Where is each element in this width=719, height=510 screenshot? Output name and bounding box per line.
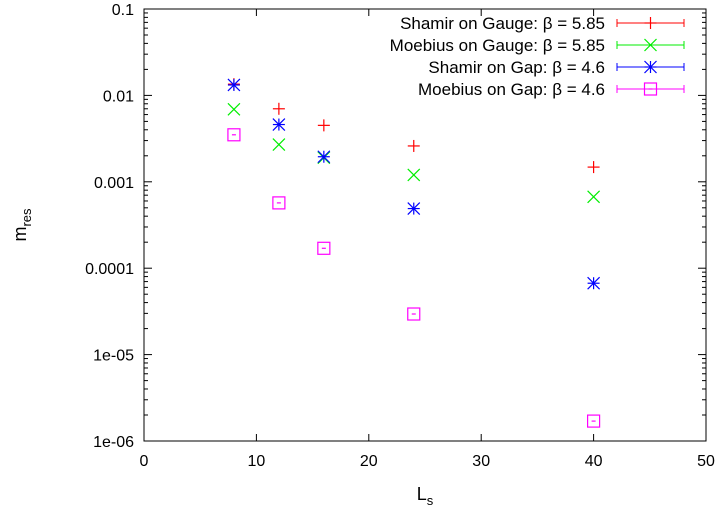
series-2 bbox=[227, 102, 601, 204]
series-layer bbox=[227, 78, 601, 428]
data-point bbox=[317, 119, 330, 132]
legend-entry: Moebius on Gauge: β = 5.85 bbox=[390, 36, 685, 55]
x-axis: 0 10 20 30 40 50 bbox=[140, 9, 715, 470]
data-point bbox=[407, 202, 421, 215]
x-tick-label: 40 bbox=[585, 453, 603, 470]
legend-marker bbox=[644, 17, 657, 29]
legend-entry: Shamir on Gauge: β = 5.85 bbox=[400, 14, 685, 33]
legend-entry: Shamir on Gap: β = 4.6 bbox=[428, 58, 685, 77]
y-tick-label: 0.1 bbox=[112, 2, 134, 19]
data-point bbox=[272, 138, 286, 151]
data-point bbox=[227, 78, 241, 92]
legend-label: Shamir on Gap: β = 4.6 bbox=[428, 58, 605, 77]
legend-marker bbox=[644, 60, 657, 74]
x-axis-title: Ls bbox=[417, 484, 434, 508]
y-tick-label: 0.01 bbox=[103, 88, 134, 105]
data-point bbox=[227, 128, 241, 142]
x-tick-label: 50 bbox=[697, 453, 715, 470]
data-point bbox=[407, 307, 421, 321]
data-point bbox=[317, 150, 331, 164]
legend-marker bbox=[644, 38, 657, 52]
data-point bbox=[587, 161, 600, 174]
data-point bbox=[272, 118, 286, 131]
legend-label: Moebius on Gap: β = 4.6 bbox=[418, 80, 605, 99]
y-axis-title: mres bbox=[10, 208, 34, 242]
data-point bbox=[587, 190, 601, 204]
data-point bbox=[407, 168, 421, 182]
y-tick-label: 0.001 bbox=[94, 175, 134, 192]
data-point bbox=[227, 102, 241, 116]
data-point bbox=[587, 276, 601, 290]
data-point bbox=[272, 102, 285, 115]
data-point bbox=[272, 196, 286, 210]
legend-label: Shamir on Gauge: β = 5.85 bbox=[400, 14, 605, 33]
y-tick-label: 1e-06 bbox=[93, 434, 134, 451]
series-3 bbox=[227, 78, 601, 290]
legend-marker bbox=[643, 82, 658, 96]
data-point bbox=[407, 139, 420, 152]
y-tick-label: 0.0001 bbox=[85, 261, 134, 278]
x-tick-label: 10 bbox=[248, 453, 266, 470]
y-tick-label: 1e-05 bbox=[93, 348, 134, 365]
plot-frame bbox=[143, 8, 707, 442]
legend-label: Moebius on Gauge: β = 5.85 bbox=[390, 36, 605, 55]
series-4 bbox=[227, 128, 601, 428]
legend-entry: Moebius on Gap: β = 4.6 bbox=[418, 80, 685, 99]
x-tick-label: 30 bbox=[472, 453, 490, 470]
x-tick-label: 20 bbox=[360, 453, 378, 470]
plot-border bbox=[143, 8, 707, 442]
data-point bbox=[317, 241, 331, 255]
data-point bbox=[586, 414, 601, 428]
x-tick-label: 0 bbox=[140, 453, 149, 470]
y-axis: 1e-06 1e-05 0.0001 0.001 0.01 0.1 bbox=[85, 2, 706, 451]
legend: Shamir on Gauge: β = 5.85 Moebius on Gaug… bbox=[390, 14, 685, 99]
